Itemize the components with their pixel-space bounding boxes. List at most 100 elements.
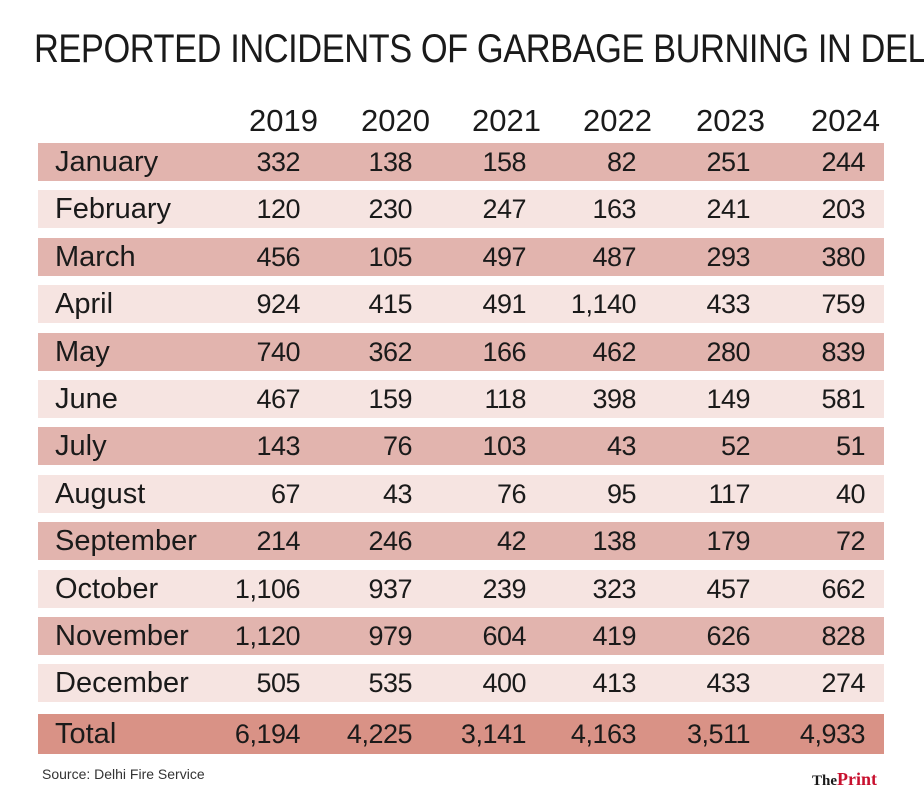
data-cell-2023: 149 — [706, 384, 750, 414]
data-cell-2021: 604 — [482, 621, 526, 651]
year-header-2024: 2024 — [811, 103, 880, 138]
data-cell-2021: 42 — [496, 526, 527, 556]
data-cell-2024: 581 — [821, 384, 865, 414]
data-cell-2022: 323 — [592, 574, 636, 604]
data-cell-2019: 456 — [256, 242, 300, 272]
total-label: Total — [55, 718, 117, 750]
data-cell-2022: 43 — [606, 431, 637, 461]
data-cell-2022: 163 — [592, 194, 636, 224]
table-row-december: December 505 535 400 413 433 274 — [38, 664, 884, 702]
table-row-march: March 456 105 497 487 293 380 — [38, 238, 884, 276]
data-cell-2021: 166 — [482, 337, 526, 367]
data-cell-2021: 118 — [484, 384, 526, 414]
table-row-april: April 924 415 491 1,140 433 759 — [38, 285, 884, 323]
data-cell-2023: 293 — [706, 242, 750, 272]
data-cell-2021: 400 — [482, 668, 526, 698]
source-note: Source: Delhi Fire Service — [42, 766, 205, 782]
data-cell-2024: 380 — [821, 242, 865, 272]
data-cell-2019: 1,106 — [234, 574, 301, 604]
total-cell-2022: 4,163 — [570, 719, 637, 749]
data-cell-2020: 76 — [382, 431, 413, 461]
data-cell-2023: 457 — [706, 574, 750, 604]
month-label: September — [55, 525, 197, 557]
data-cell-2022: 413 — [592, 668, 636, 698]
data-cell-2019: 120 — [256, 194, 300, 224]
data-cell-2021: 491 — [482, 289, 526, 319]
data-cell-2020: 230 — [368, 194, 412, 224]
table-row-february: February 120 230 247 163 241 203 — [38, 190, 884, 228]
chart-title: REPORTED INCIDENTS OF GARBAGE BURNING IN… — [34, 27, 924, 71]
month-label: December — [55, 667, 189, 699]
data-cell-2022: 398 — [592, 384, 636, 414]
data-cell-2024: 759 — [821, 289, 865, 319]
data-cell-2023: 117 — [708, 479, 750, 509]
year-header-2020: 2020 — [361, 103, 430, 138]
data-cell-2023: 280 — [706, 337, 750, 367]
data-cell-2022: 419 — [592, 621, 636, 651]
data-cell-2019: 67 — [270, 479, 301, 509]
data-cell-2024: 828 — [821, 621, 865, 651]
data-cell-2020: 138 — [368, 147, 412, 177]
data-cell-2019: 332 — [256, 147, 300, 177]
data-cell-2019: 924 — [256, 289, 300, 319]
data-cell-2019: 1,120 — [234, 621, 301, 651]
year-header-2019: 2019 — [249, 103, 318, 138]
month-label: May — [55, 336, 110, 368]
month-label: August — [55, 478, 146, 510]
total-cell-2020: 4,225 — [346, 719, 413, 749]
data-cell-2024: 72 — [835, 526, 866, 556]
data-cell-2019: 214 — [256, 526, 300, 556]
data-cell-2024: 51 — [835, 431, 866, 461]
data-cell-2021: 158 — [482, 147, 526, 177]
month-label: November — [55, 620, 189, 652]
data-cell-2024: 839 — [821, 337, 865, 367]
year-header-2022: 2022 — [583, 103, 652, 138]
data-cell-2020: 979 — [368, 621, 412, 651]
month-label: October — [55, 573, 159, 605]
data-cell-2021: 103 — [482, 431, 526, 461]
total-row: Total 6,194 4,225 3,141 4,163 3,511 4,933 — [38, 714, 884, 754]
data-cell-2021: 76 — [496, 479, 527, 509]
data-cell-2024: 40 — [835, 479, 866, 509]
data-cell-2020: 159 — [368, 384, 412, 414]
data-cell-2021: 497 — [482, 242, 526, 272]
table-row-july: July 143 76 103 43 52 51 — [38, 427, 884, 465]
data-cell-2023: 626 — [706, 621, 750, 651]
year-header-2023: 2023 — [696, 103, 765, 138]
data-cell-2020: 415 — [368, 289, 412, 319]
table-row-november: November 1,120 979 604 419 626 828 — [38, 617, 884, 655]
data-cell-2023: 433 — [706, 289, 750, 319]
data-cell-2024: 274 — [821, 668, 865, 698]
total-cell-2024: 4,933 — [799, 719, 866, 749]
data-cell-2023: 251 — [706, 147, 750, 177]
year-header-2021: 2021 — [472, 103, 541, 138]
data-cell-2022: 138 — [592, 526, 636, 556]
table-row-october: October 1,106 937 239 323 457 662 — [38, 570, 884, 608]
month-label: February — [55, 193, 172, 225]
month-label: March — [55, 241, 136, 273]
data-cell-2020: 362 — [368, 337, 412, 367]
data-cell-2020: 937 — [368, 574, 412, 604]
data-cell-2022: 95 — [606, 479, 637, 509]
data-cell-2023: 433 — [706, 668, 750, 698]
data-cell-2021: 239 — [482, 574, 526, 604]
data-cell-2020: 105 — [368, 242, 412, 272]
table-row-january: January 332 138 158 82 251 244 — [38, 143, 884, 181]
data-cell-2022: 1,140 — [570, 289, 637, 319]
data-cell-2024: 203 — [821, 194, 865, 224]
data-cell-2021: 247 — [482, 194, 526, 224]
data-cell-2022: 462 — [592, 337, 636, 367]
data-cell-2019: 505 — [256, 668, 300, 698]
data-cell-2023: 241 — [706, 194, 750, 224]
table-row-may: May 740 362 166 462 280 839 — [38, 333, 884, 371]
data-cell-2022: 82 — [606, 147, 637, 177]
year-header-row: 2019 2020 2021 2022 2023 2024 — [38, 100, 884, 142]
table-row-september: September 214 246 42 138 179 72 — [38, 522, 884, 560]
theprint-logo: ThePrint — [812, 769, 878, 789]
table-row-august: August 67 43 76 95 117 40 — [38, 475, 884, 513]
data-cell-2023: 179 — [706, 526, 750, 556]
table-row-june: June 467 159 118 398 149 581 — [38, 380, 884, 418]
total-cell-2023: 3,511 — [686, 719, 751, 749]
data-cell-2019: 467 — [256, 384, 300, 414]
data-cell-2022: 487 — [592, 242, 636, 272]
